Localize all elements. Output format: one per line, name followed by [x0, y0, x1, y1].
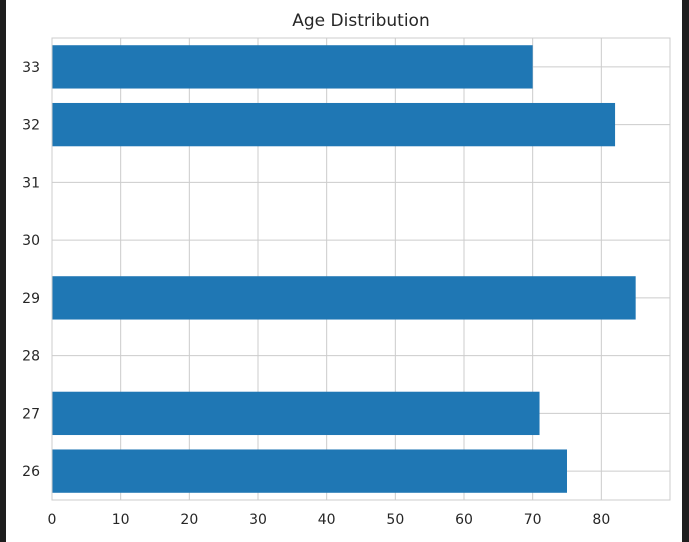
bar-age-32 — [52, 102, 616, 147]
x-tick-label: 20 — [180, 512, 198, 528]
axes-frame — [51, 37, 671, 501]
x-tick-label: 30 — [249, 512, 267, 528]
y-tick-labels: 26 27 28 29 30 31 32 33 — [22, 60, 40, 480]
x-tick-label: 70 — [524, 512, 542, 528]
bars — [52, 45, 636, 493]
chart-figure: Age Distribution 0 10 20 30 40 50 60 70 80 26 27 2… — [6, 0, 682, 542]
y-tick-label: 31 — [22, 175, 40, 191]
y-tick-label: 30 — [22, 233, 40, 249]
y-tick-label: 26 — [22, 464, 40, 480]
x-tick-labels: 0 10 20 30 40 50 60 70 80 — [48, 512, 611, 528]
x-tick-label: 80 — [592, 512, 610, 528]
x-tick-label: 40 — [318, 512, 336, 528]
y-tick-label: 32 — [22, 118, 40, 134]
chart-title: Age Distribution — [292, 11, 429, 31]
x-tick-label: 0 — [48, 512, 57, 528]
x-tick-label: 60 — [455, 512, 473, 528]
y-tick-label: 29 — [22, 291, 40, 307]
bar-age-29 — [52, 276, 636, 320]
y-tick-label: 27 — [22, 406, 40, 422]
bar-age-27 — [52, 391, 540, 436]
x-tick-label: 10 — [112, 512, 130, 528]
bar-chart: Age Distribution 0 10 20 30 40 50 60 70 80 26272… — [22, 11, 671, 528]
bar-age-26 — [52, 449, 567, 493]
bar-age-33 — [52, 45, 533, 89]
y-tick-label: 33 — [22, 60, 40, 76]
y-tick-label: 28 — [22, 349, 40, 365]
x-tick-label: 50 — [386, 512, 404, 528]
